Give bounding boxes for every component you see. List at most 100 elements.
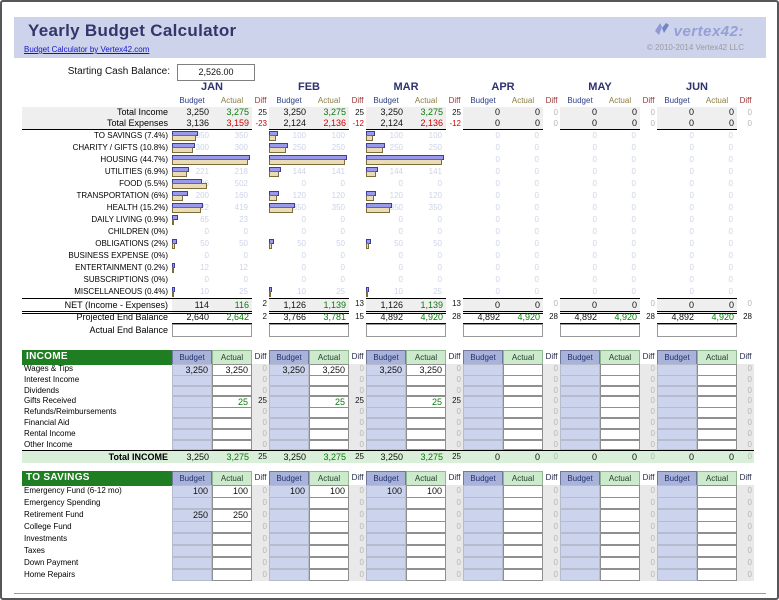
actual-input-cell[interactable] <box>309 407 349 418</box>
actual-input-cell[interactable] <box>212 497 252 510</box>
actual-input-cell[interactable] <box>406 545 446 558</box>
budget-input-cell[interactable] <box>172 407 212 418</box>
budget-input-cell[interactable] <box>657 439 697 451</box>
budget-input-cell[interactable] <box>463 533 503 546</box>
actual-input-cell[interactable] <box>697 497 737 510</box>
budget-input-cell[interactable] <box>366 407 406 418</box>
budget-input-cell[interactable] <box>657 521 697 534</box>
budget-input-cell[interactable] <box>269 545 309 558</box>
budget-input-cell[interactable] <box>269 521 309 534</box>
actual-input-cell[interactable] <box>309 374 349 386</box>
budget-input-cell[interactable] <box>463 407 503 418</box>
actual-input-cell[interactable] <box>503 533 543 546</box>
budget-input-cell[interactable] <box>172 374 212 386</box>
budget-input-cell[interactable] <box>172 417 212 429</box>
budget-input-cell[interactable] <box>463 497 503 510</box>
budget-input-cell[interactable] <box>657 417 697 429</box>
actual-input-cell[interactable] <box>309 439 349 451</box>
budget-input-cell[interactable] <box>269 417 309 429</box>
actual-input-cell[interactable] <box>212 428 252 440</box>
actual-input-cell[interactable] <box>503 545 543 558</box>
actual-input-cell[interactable] <box>503 385 543 397</box>
actual-input-cell[interactable] <box>212 569 252 582</box>
budget-input-cell[interactable] <box>366 439 406 451</box>
budget-input-cell[interactable] <box>463 521 503 534</box>
budget-input-cell[interactable] <box>560 428 600 440</box>
actual-input-cell[interactable] <box>212 545 252 558</box>
budget-input-cell[interactable] <box>657 407 697 418</box>
actual-input-cell[interactable] <box>503 521 543 534</box>
budget-input-cell[interactable] <box>657 497 697 510</box>
actual-input-cell[interactable] <box>212 533 252 546</box>
budget-input-cell[interactable] <box>269 497 309 510</box>
actual-input-cell[interactable] <box>697 521 737 534</box>
budget-input-cell[interactable] <box>269 533 309 546</box>
actual-input-cell[interactable] <box>697 569 737 582</box>
actual-input-cell[interactable] <box>697 407 737 418</box>
actual-input-cell[interactable] <box>697 417 737 429</box>
budget-input-cell[interactable] <box>366 374 406 386</box>
budget-input-cell[interactable] <box>560 533 600 546</box>
budget-input-cell[interactable] <box>560 439 600 451</box>
budget-input-cell[interactable] <box>269 569 309 582</box>
budget-input-cell[interactable] <box>463 557 503 570</box>
budget-input-cell[interactable] <box>657 385 697 397</box>
actual-input-cell[interactable] <box>600 374 640 386</box>
actual-input-cell[interactable] <box>600 417 640 429</box>
budget-input-cell[interactable] <box>269 374 309 386</box>
budget-input-cell[interactable] <box>366 545 406 558</box>
actual-input-cell[interactable] <box>212 385 252 397</box>
budget-input-cell[interactable] <box>172 385 212 397</box>
budget-input-cell[interactable] <box>172 533 212 546</box>
budget-input-cell[interactable] <box>657 374 697 386</box>
actual-input-cell[interactable] <box>309 417 349 429</box>
actual-input-cell[interactable] <box>309 385 349 397</box>
actual-input-cell[interactable] <box>309 497 349 510</box>
budget-input-cell[interactable] <box>657 428 697 440</box>
actual-input-cell[interactable] <box>503 497 543 510</box>
actual-input-cell[interactable] <box>503 428 543 440</box>
actual-input-cell[interactable] <box>503 557 543 570</box>
budget-input-cell[interactable] <box>172 428 212 440</box>
actual-input-cell[interactable] <box>600 385 640 397</box>
budget-input-cell[interactable] <box>269 428 309 440</box>
actual-input-cell[interactable] <box>600 497 640 510</box>
budget-input-cell[interactable] <box>560 374 600 386</box>
budget-input-cell[interactable] <box>657 569 697 582</box>
actual-input-cell[interactable] <box>697 439 737 451</box>
actual-input-cell[interactable]: 25 <box>212 396 252 409</box>
actual-input-cell[interactable] <box>212 521 252 534</box>
actual-input-cell[interactable] <box>309 533 349 546</box>
actual-input-cell[interactable] <box>600 521 640 534</box>
budget-input-cell[interactable] <box>657 557 697 570</box>
budget-input-cell[interactable] <box>172 497 212 510</box>
actual-input-cell[interactable] <box>600 557 640 570</box>
budget-input-cell[interactable] <box>560 545 600 558</box>
actual-input-cell[interactable] <box>212 417 252 429</box>
budget-input-cell[interactable] <box>269 407 309 418</box>
budget-input-cell[interactable] <box>463 545 503 558</box>
budget-input-cell[interactable] <box>172 521 212 534</box>
actual-end-balance-input[interactable] <box>269 324 349 337</box>
actual-input-cell[interactable] <box>212 439 252 451</box>
actual-end-balance-input[interactable] <box>657 324 737 337</box>
budget-input-cell[interactable] <box>657 545 697 558</box>
actual-input-cell[interactable] <box>503 569 543 582</box>
budget-input-cell[interactable] <box>560 521 600 534</box>
actual-input-cell[interactable] <box>212 557 252 570</box>
actual-input-cell[interactable] <box>503 374 543 386</box>
actual-input-cell[interactable] <box>697 557 737 570</box>
actual-input-cell[interactable] <box>406 407 446 418</box>
budget-input-cell[interactable] <box>366 385 406 397</box>
actual-input-cell[interactable] <box>406 569 446 582</box>
actual-input-cell[interactable] <box>309 521 349 534</box>
budget-input-cell[interactable] <box>560 417 600 429</box>
actual-input-cell[interactable] <box>503 439 543 451</box>
actual-input-cell[interactable] <box>309 569 349 582</box>
budget-input-cell[interactable] <box>269 439 309 451</box>
actual-input-cell[interactable] <box>600 533 640 546</box>
budget-input-cell[interactable] <box>172 545 212 558</box>
budget-input-cell[interactable] <box>172 569 212 582</box>
actual-end-balance-input[interactable] <box>366 324 446 337</box>
budget-input-cell[interactable] <box>463 374 503 386</box>
